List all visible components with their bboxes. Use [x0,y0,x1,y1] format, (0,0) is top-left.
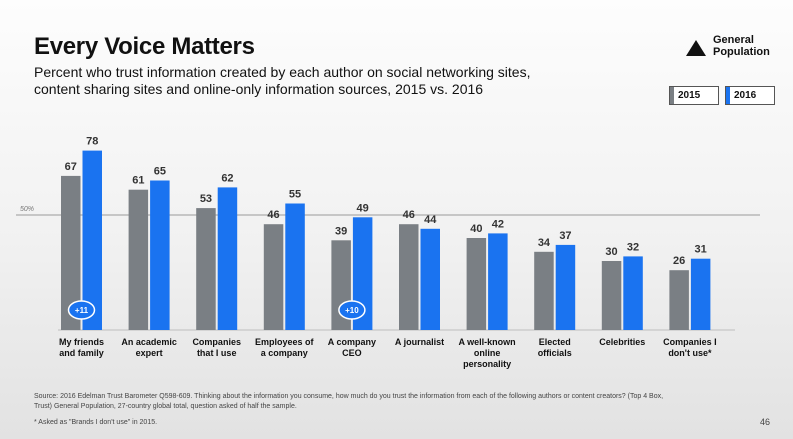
category-label-3: Companies that I use [192,337,241,358]
bar-chart: 50% 67 78 My friends and family 61 65 An academ… [16,136,760,369]
population-label: General Population [713,34,770,58]
page-title: Every Voice Matters [34,33,255,60]
category-label-line: personality [463,359,511,369]
category-label-line: A journalist [395,337,444,347]
bar-2016-6 [420,228,440,330]
change-badge-label-2: +10 [345,306,359,315]
category-label-line: and family [59,348,104,358]
legend-item-2015: 2015 [669,86,719,105]
category-label-line: that I use [197,348,237,358]
data-label-2015-4: 46 [267,209,279,221]
category-label-line: Companies I [663,337,717,347]
category-label-line: officials [538,348,572,358]
reference-line-label: 50% [20,206,34,213]
population-legend: General Population [686,34,773,58]
data-label-2016-8: 37 [559,230,571,242]
category-label-line: CEO [342,348,362,358]
category-label-line: expert [136,348,163,358]
bar-2016-3 [217,187,238,330]
category-label-line: Companies [192,337,241,347]
change-badge-label-1: +11 [75,306,89,315]
category-label-line: a company [261,348,308,358]
legend-label-2016: 2016 [734,90,757,101]
data-label-2016-2: 65 [154,166,166,178]
bar-2016-9 [623,256,643,330]
category-label-5: A company CEO [328,337,376,358]
data-label-2016-7: 42 [492,218,504,230]
data-label-2015-9: 30 [605,246,617,258]
data-label-2015-1: 67 [65,161,77,173]
source-note: Source: 2016 Edelman Trust Barometer Q59… [34,393,664,410]
category-label-6: A journalist [395,337,444,347]
data-label-2016-9: 32 [627,241,639,253]
category-label-line: Employees of [255,337,315,347]
category-label-line: online [474,348,501,358]
category-label-line: Elected [539,337,571,347]
bar-2016-2 [150,180,170,330]
bar-2016-1 [82,150,102,330]
page-number: 46 [760,417,771,427]
bar-2015-7 [466,238,487,330]
legend-swatch-2016 [726,87,730,104]
bar-2015-3 [196,208,216,330]
bar-2015-2 [128,189,149,330]
change-badge-2 [338,300,366,320]
bar-2015-4 [263,224,284,330]
category-label-4: Employees of a company [255,337,315,358]
category-label-7: A well-known online personality [459,337,516,369]
data-label-2015-2: 61 [132,175,144,187]
data-label-2015-5: 39 [335,225,347,237]
data-label-2016-4: 55 [289,189,301,201]
category-label-line: My friends [59,337,104,347]
category-label-9: Celebrities [599,337,645,347]
category-label-line: A company [328,337,376,347]
category-label-8: Elected officials [538,337,572,358]
category-label-line: Celebrities [599,337,645,347]
category-label-line: A well-known [459,337,516,347]
legend-item-2016: 2016 [725,86,775,105]
category-label-line: An academic [121,337,177,347]
data-label-2015-3: 53 [200,193,212,205]
triangle-icon [686,40,706,56]
change-badge-1 [67,300,96,320]
bar-2015-8 [534,251,554,330]
data-label-2015-7: 40 [470,223,482,235]
data-label-2016-3: 62 [221,172,233,184]
bar-2015-9 [601,261,622,330]
bar-2015-10 [669,270,689,330]
bar-2016-8 [555,244,576,330]
data-label-2016-10: 31 [695,244,707,256]
data-label-2016-5: 49 [357,202,369,214]
data-label-2015-6: 46 [403,209,415,221]
category-label-1: My friends and family [59,337,104,358]
category-label-line: don't use* [668,348,712,358]
bar-2015-1 [61,175,81,330]
page-subtitle: Percent who trust information created by… [34,64,531,97]
category-label-2: An academic expert [121,337,177,358]
data-label-2016-1: 78 [86,136,98,148]
data-label-2015-10: 26 [673,255,685,267]
footnote: * Asked as "Brands I don't use" in 2015. [34,419,158,426]
data-label-2015-8: 34 [538,237,551,249]
data-label-2016-6: 44 [424,214,437,226]
bar-2016-4 [285,203,305,330]
legend-label-2015: 2015 [678,90,701,101]
bar-2016-10 [690,258,711,330]
bar-2015-6 [399,224,419,330]
year-legend: 2015 2016 [669,86,781,105]
bar-2016-7 [488,233,508,330]
legend-swatch-2015 [670,87,674,104]
